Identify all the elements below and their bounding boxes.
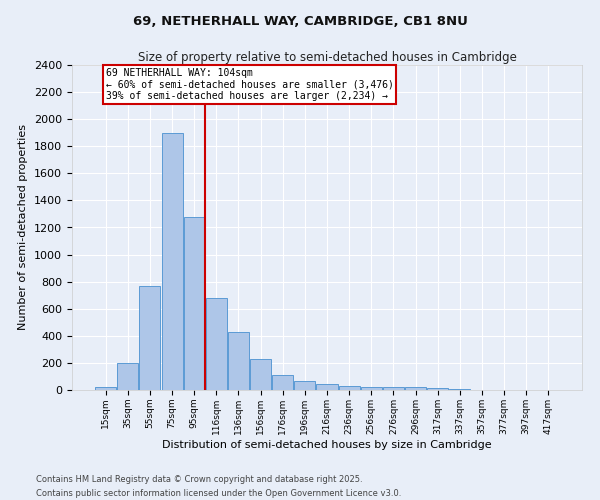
Bar bbox=[118, 363, 139, 390]
Bar bbox=[95, 386, 116, 390]
Bar bbox=[295, 381, 316, 390]
Bar bbox=[383, 388, 404, 390]
Bar bbox=[338, 386, 359, 390]
Bar bbox=[228, 332, 249, 390]
Bar bbox=[361, 386, 382, 390]
Bar bbox=[139, 286, 160, 390]
Bar bbox=[427, 388, 448, 390]
Bar bbox=[272, 375, 293, 390]
Title: Size of property relative to semi-detached houses in Cambridge: Size of property relative to semi-detach… bbox=[137, 51, 517, 64]
X-axis label: Distribution of semi-detached houses by size in Cambridge: Distribution of semi-detached houses by … bbox=[162, 440, 492, 450]
Text: Contains HM Land Registry data © Crown copyright and database right 2025.
Contai: Contains HM Land Registry data © Crown c… bbox=[36, 476, 401, 498]
Text: 69 NETHERHALL WAY: 104sqm
← 60% of semi-detached houses are smaller (3,476)
39% : 69 NETHERHALL WAY: 104sqm ← 60% of semi-… bbox=[106, 68, 394, 101]
Y-axis label: Number of semi-detached properties: Number of semi-detached properties bbox=[19, 124, 28, 330]
Bar bbox=[206, 298, 227, 390]
Bar bbox=[405, 388, 426, 390]
Bar bbox=[184, 216, 205, 390]
Bar bbox=[316, 384, 338, 390]
Bar bbox=[250, 359, 271, 390]
Bar bbox=[161, 132, 182, 390]
Text: 69, NETHERHALL WAY, CAMBRIDGE, CB1 8NU: 69, NETHERHALL WAY, CAMBRIDGE, CB1 8NU bbox=[133, 15, 467, 28]
